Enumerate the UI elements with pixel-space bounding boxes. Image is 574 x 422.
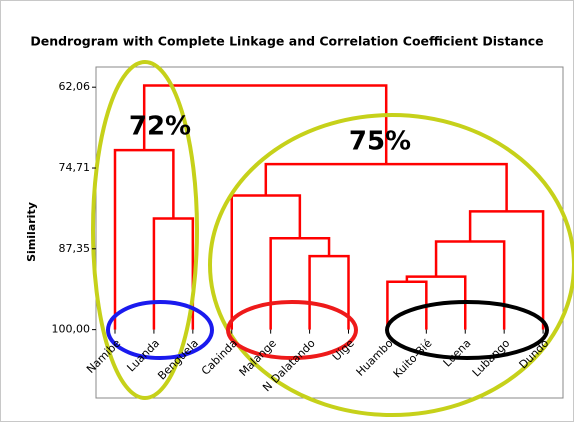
dendrogram-link (269, 237, 331, 330)
cluster-ellipse (106, 300, 214, 360)
chart-title: Dendrogram with Complete Linkage and Cor… (30, 34, 543, 49)
y-tick-label: 74,71 (59, 161, 91, 174)
cluster-ellipse (226, 300, 358, 360)
y-tick-label: 87,35 (59, 242, 91, 255)
plot-frame (95, 66, 564, 399)
dendrogram-link (434, 240, 506, 330)
annotation: 75% (349, 127, 411, 157)
group-ellipse (208, 113, 574, 417)
y-tick-label: 100,00 (52, 323, 91, 336)
dendrogram-link (142, 84, 388, 165)
y-axis-label: Similarity (25, 202, 38, 262)
dendrogram-link (308, 254, 350, 330)
group-ellipse (91, 60, 199, 400)
dendrogram-link (113, 148, 175, 330)
annotation: 72% (129, 112, 191, 142)
y-tick-label: 62,06 (59, 80, 91, 93)
